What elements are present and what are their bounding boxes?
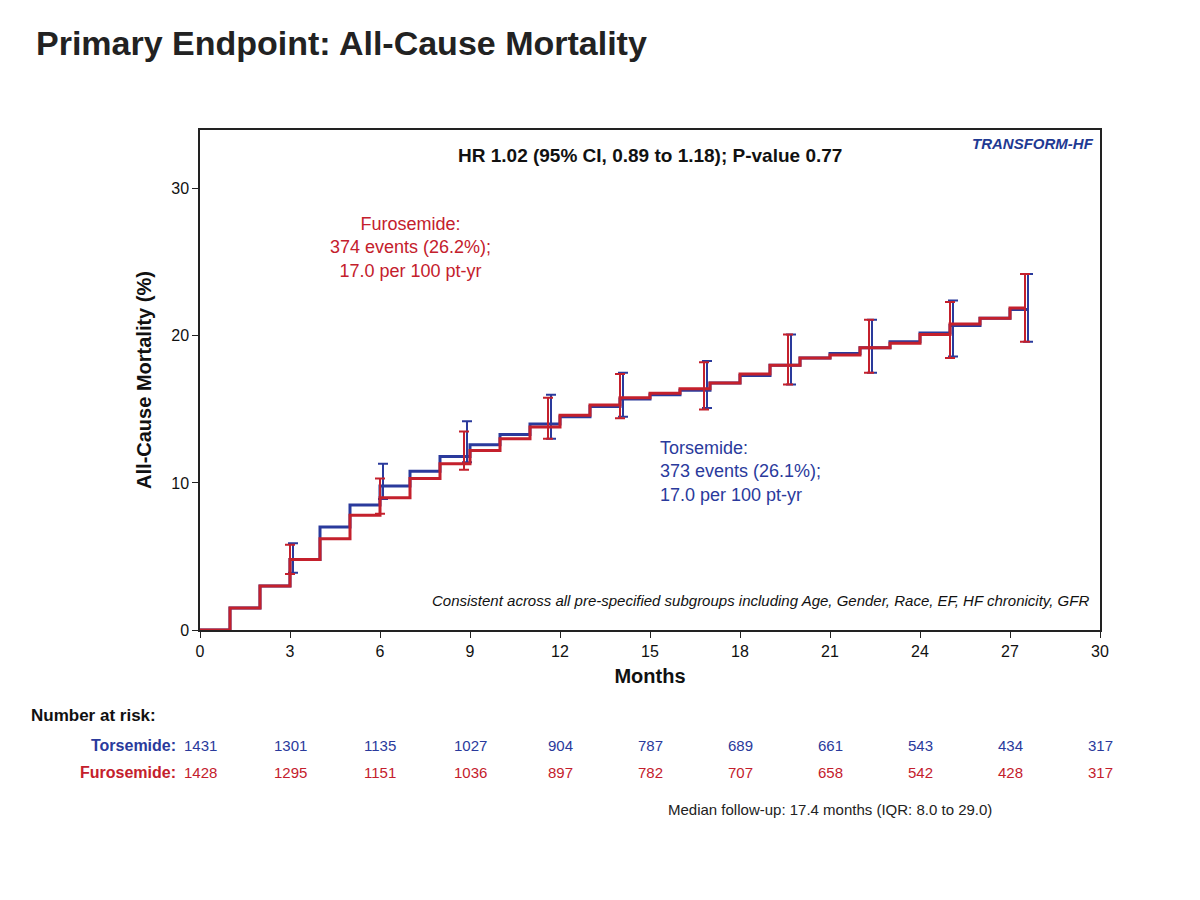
svg-text:897: 897	[548, 764, 573, 781]
svg-text:Furosemide:374 events (26.2%);: Furosemide:374 events (26.2%);17.0 per 1…	[330, 214, 491, 281]
svg-text:434: 434	[998, 737, 1023, 754]
svg-text:18: 18	[731, 643, 749, 660]
svg-text:27: 27	[1001, 643, 1019, 660]
svg-text:0: 0	[180, 622, 189, 639]
svg-text:1036: 1036	[454, 764, 487, 781]
svg-text:All-Cause Mortality (%): All-Cause Mortality (%)	[133, 271, 155, 489]
svg-text:658: 658	[818, 764, 843, 781]
svg-text:1301: 1301	[274, 737, 307, 754]
svg-text:HR 1.02 (95% CI, 0.89 to 1.18): HR 1.02 (95% CI, 0.89 to 1.18); P-value …	[458, 145, 842, 166]
svg-text:689: 689	[728, 737, 753, 754]
svg-text:30: 30	[171, 180, 189, 197]
svg-text:428: 428	[998, 764, 1023, 781]
svg-text:Primary Endpoint: All-Cause Mo: Primary Endpoint: All-Cause Mortality	[36, 24, 647, 62]
svg-text:21: 21	[821, 643, 839, 660]
svg-text:543: 543	[908, 737, 933, 754]
svg-text:3: 3	[286, 643, 295, 660]
svg-text:661: 661	[818, 737, 843, 754]
svg-text:1428: 1428	[184, 764, 217, 781]
svg-text:1027: 1027	[454, 737, 487, 754]
svg-text:24: 24	[911, 643, 929, 660]
svg-text:317: 317	[1088, 764, 1113, 781]
svg-text:Number at risk:: Number at risk:	[31, 706, 156, 725]
svg-text:1151: 1151	[364, 764, 396, 781]
svg-text:782: 782	[638, 764, 663, 781]
svg-text:30: 30	[1091, 643, 1109, 660]
svg-text:Median follow-up: 17.4 months: Median follow-up: 17.4 months (IQR: 8.0 …	[668, 801, 992, 818]
svg-text:317: 317	[1088, 737, 1113, 754]
svg-text:6: 6	[376, 643, 385, 660]
svg-text:1431: 1431	[184, 737, 217, 754]
svg-text:12: 12	[551, 643, 569, 660]
svg-text:707: 707	[728, 764, 753, 781]
svg-text:20: 20	[171, 327, 189, 344]
svg-text:Consistent across all pre-spec: Consistent across all pre-specified subg…	[432, 592, 1089, 609]
svg-text:TRANSFORM-HF: TRANSFORM-HF	[972, 135, 1094, 152]
svg-text:1135: 1135	[364, 737, 396, 754]
svg-text:10: 10	[171, 475, 189, 492]
svg-text:787: 787	[638, 737, 663, 754]
svg-text:Torsemide:: Torsemide:	[91, 737, 176, 754]
svg-text:542: 542	[908, 764, 933, 781]
svg-text:9: 9	[466, 643, 475, 660]
svg-text:1295: 1295	[274, 764, 307, 781]
svg-text:0: 0	[196, 643, 205, 660]
svg-text:Torsemide:373 events (26.1%);1: Torsemide:373 events (26.1%);17.0 per 10…	[660, 438, 821, 505]
svg-text:15: 15	[641, 643, 659, 660]
svg-text:904: 904	[548, 737, 573, 754]
svg-text:Furosemide:: Furosemide:	[80, 764, 176, 781]
svg-text:Months: Months	[614, 665, 685, 687]
